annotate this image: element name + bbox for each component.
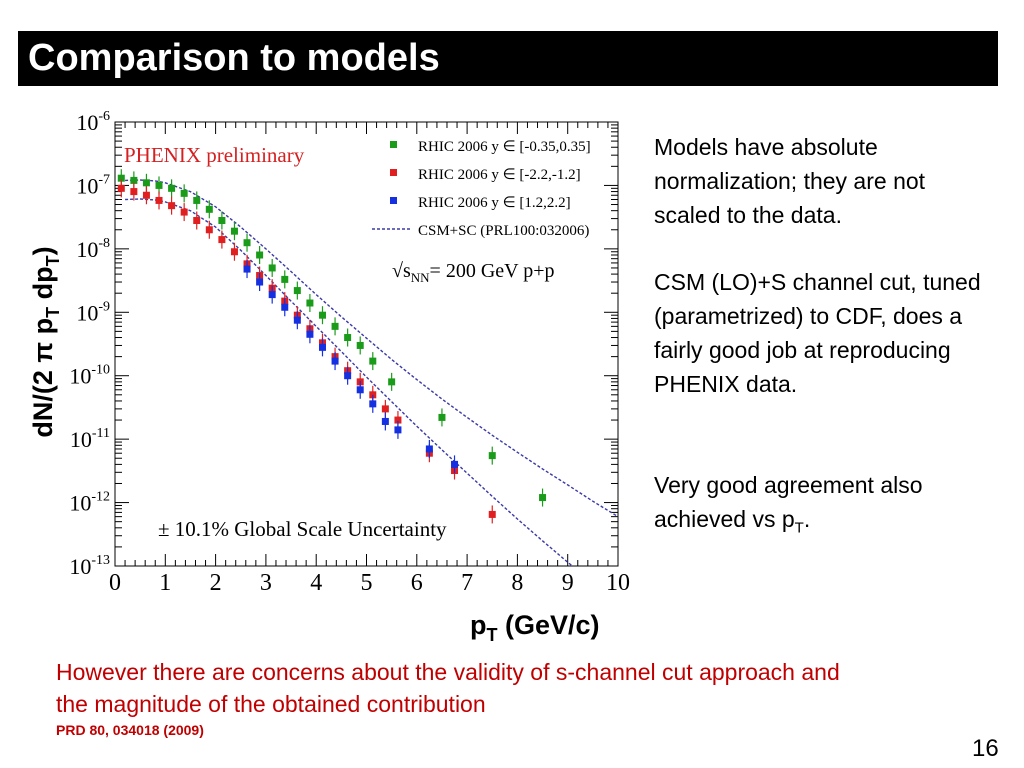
x-tick-label: 2 — [210, 570, 222, 596]
data-point — [438, 413, 446, 421]
data-point — [381, 405, 389, 413]
data-point — [180, 208, 188, 216]
data-point — [193, 216, 201, 224]
data-point — [142, 179, 150, 187]
chart-container: 0 1 2 3 4 5 6 7 8 9 10 10-6 10-7 10-8 10-9 10-10 10-11 10… — [0, 92, 650, 642]
data-point — [230, 227, 238, 235]
bullet-csm-s-channel: CSM (LO)+S channel cut, tuned (parametri… — [654, 269, 981, 397]
data-point — [293, 316, 301, 324]
data-point — [230, 248, 238, 256]
page-number: 16 — [972, 735, 999, 762]
data-point — [168, 184, 176, 192]
energy-label: √sNN= 200 GeV p+p — [392, 260, 555, 285]
data-point — [256, 278, 264, 286]
legend-label: RHIC 2006 y ∈ [-0.35,0.35] — [418, 139, 591, 155]
data-point — [394, 416, 402, 424]
data-point — [155, 196, 163, 204]
data-point — [130, 176, 138, 184]
data-point — [369, 357, 377, 365]
data-point — [130, 188, 138, 196]
model-curve-upper — [125, 179, 618, 518]
data-point — [331, 357, 339, 365]
uncertainty-note: ± 10.1% Global Scale Uncertainty — [158, 517, 447, 541]
data-point — [451, 460, 459, 468]
x-tick-label: 6 — [411, 570, 423, 596]
data-point — [381, 417, 389, 425]
x-tick-label: 7 — [461, 570, 473, 596]
data-point — [205, 205, 213, 213]
y-tick-label: 10-12 — [69, 490, 110, 516]
data-point — [243, 265, 251, 273]
data-point — [218, 216, 226, 224]
y-tick-label: 10-7 — [76, 172, 110, 198]
slide-title: Comparison to models — [18, 31, 998, 86]
model-curve-lower — [125, 198, 574, 566]
bullet3-main: Very good agreement also achieved vs p — [654, 472, 923, 532]
x-axis-label: pT (GeV/c) — [470, 610, 600, 642]
data-point — [388, 378, 396, 386]
data-point — [193, 196, 201, 204]
data-point — [318, 311, 326, 319]
data-point — [243, 239, 251, 247]
legend-marker — [390, 141, 397, 148]
data-point — [218, 236, 226, 244]
data-point — [117, 174, 125, 182]
legend-label: RHIC 2006 y ∈ [1.2,2.2] — [418, 195, 571, 211]
data-point — [306, 299, 314, 307]
data-point — [356, 386, 364, 394]
y-tick-label: 10-13 — [69, 553, 110, 579]
x-tick-label: 8 — [511, 570, 523, 596]
bullet-pt-agreement: Very good agreement also achieved vs pT. — [654, 468, 994, 546]
y-tick-label: 10-10 — [69, 363, 110, 389]
bullet-absolute-normalization: Models have absolute normalization; they… — [654, 134, 926, 228]
data-point — [488, 510, 496, 518]
data-point — [281, 275, 289, 283]
data-point — [369, 391, 377, 399]
legend-marker — [390, 197, 397, 204]
data-point — [281, 303, 289, 311]
bullet3-end: . — [803, 506, 811, 532]
data-point — [268, 264, 276, 272]
legend-marker — [390, 169, 397, 176]
data-point — [394, 426, 402, 434]
data-point — [318, 343, 326, 351]
x-tick-label: 10 — [606, 570, 630, 596]
x-tick-label: 1 — [159, 570, 171, 596]
legend-label: RHIC 2006 y ∈ [-2.2,-1.2] — [418, 167, 581, 183]
x-tick-label: 3 — [260, 570, 272, 596]
y-tick-label: 10-11 — [70, 426, 110, 452]
x-tick-label: 9 — [562, 570, 574, 596]
data-point — [488, 452, 496, 460]
data-point — [268, 291, 276, 299]
plot-label: PHENIX preliminary — [124, 143, 305, 167]
data-point — [117, 184, 125, 192]
y-tick-label: 10-8 — [76, 236, 110, 262]
y-tick-label: 10-6 — [76, 109, 110, 135]
data-point — [205, 226, 213, 234]
data-point — [306, 330, 314, 338]
chart: 0 1 2 3 4 5 6 7 8 9 10 10-6 10-7 10-8 10-9 10-10 10-11 10… — [28, 109, 630, 642]
data-point — [256, 251, 264, 259]
data-point — [168, 202, 176, 210]
data-point — [356, 341, 364, 349]
data-point — [293, 287, 301, 295]
x-tick-label: 5 — [361, 570, 373, 596]
data-point — [344, 372, 352, 380]
data-point — [344, 334, 352, 342]
x-tick-label: 0 — [109, 570, 121, 596]
bullet3-subscript: T — [794, 519, 804, 537]
y-axis-label: dN/(2 π pT dpT) — [28, 246, 63, 437]
data-point — [180, 189, 188, 197]
legend-model-label: CSM+SC (PRL100:032006) — [418, 223, 589, 239]
data-point — [539, 494, 547, 502]
data-point — [331, 322, 339, 330]
concern-text: However there are concerns about the val… — [56, 659, 840, 717]
data-point — [142, 191, 150, 199]
data-point — [425, 445, 433, 453]
reference-citation: PRD 80, 034018 (2009) — [56, 722, 204, 738]
data-point — [369, 400, 377, 408]
data-point — [155, 181, 163, 189]
y-tick-label: 10-9 — [76, 299, 110, 325]
x-tick-label: 4 — [310, 570, 322, 596]
